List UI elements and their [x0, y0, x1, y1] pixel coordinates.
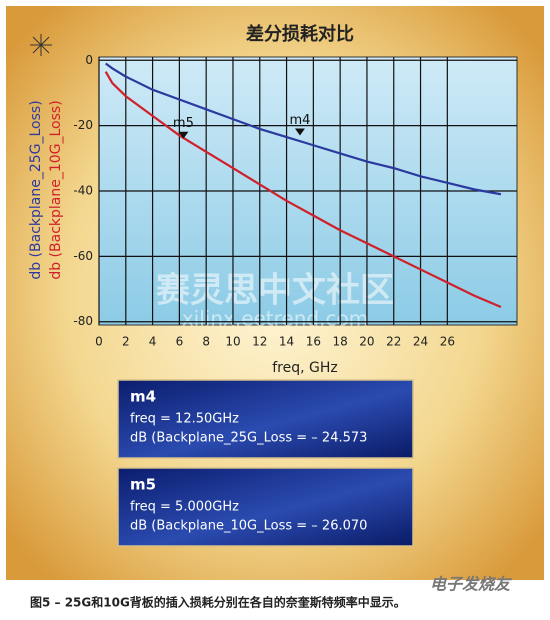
caption: 图5 – 25G和10G背板的插入损耗分别在各自的奈奎斯特频率中显示。: [30, 595, 406, 610]
x-tick-label: 24: [413, 335, 428, 349]
marker-label: m4: [289, 113, 310, 128]
x-tick-label: 0: [95, 335, 103, 349]
readout-box: [117, 379, 414, 459]
readout-line: freq = 5.000GHz: [130, 500, 239, 515]
readout-box: [117, 467, 414, 547]
watermark: xilinx.eetrend.com: [182, 307, 368, 331]
readout-title: m4: [130, 388, 156, 406]
x-axis-label: freq, GHz: [272, 360, 338, 376]
x-tick-label: 14: [279, 335, 294, 349]
readout-line: freq = 12.50GHz: [130, 412, 239, 427]
x-tick-label: 22: [386, 335, 401, 349]
readout-title: m5: [130, 476, 156, 494]
chart-title: 差分损耗对比: [246, 23, 354, 45]
icon: [30, 34, 52, 56]
watermark: 赛灵思中文社区: [156, 271, 394, 311]
x-tick-label: 10: [225, 335, 240, 349]
legend-entry: db (Backplane_25G_Loss): [28, 100, 44, 279]
x-tick-label: 18: [333, 335, 348, 349]
marker: [178, 131, 189, 139]
y-tick-label: 0: [85, 53, 93, 67]
x-tick-label: 6: [176, 335, 184, 349]
series-line: [105, 62, 502, 196]
x-tick-label: 16: [306, 335, 321, 349]
readout-line: dB (Backplane_10G_Loss = – 26.070: [130, 519, 367, 534]
marker: [294, 128, 305, 136]
x-tick-label: 2: [122, 335, 130, 349]
logo: 电子发烧友: [430, 575, 513, 594]
series-line: [104, 71, 502, 309]
x-tick-label: 4: [149, 335, 157, 349]
y-tick-label: -60: [73, 249, 93, 263]
x-tick-label: 26: [440, 335, 455, 349]
readout-line: dB (Backplane_25G_Loss = – 24.573: [130, 431, 367, 446]
legend-entry: db (Backplane_10G_Loss): [48, 100, 64, 279]
marker-label: m5: [173, 116, 194, 131]
x-tick-label: 20: [359, 335, 374, 349]
y-tick-label: -80: [73, 314, 93, 328]
x-tick-label: 12: [252, 335, 267, 349]
y-tick-label: -20: [73, 118, 93, 132]
x-tick-label: 8: [202, 335, 210, 349]
y-tick-label: -40: [73, 184, 93, 198]
